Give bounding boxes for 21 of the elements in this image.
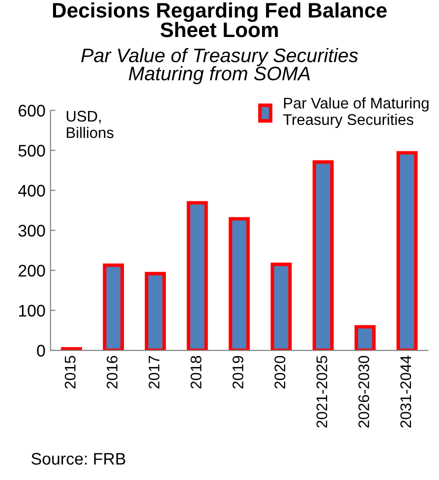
x-tick-label: 2015 [64,356,76,388]
x-tick-label: 2026-2030 [358,356,370,428]
x-tick-label: 2017 [148,356,160,388]
x-tick-label: 2020 [274,356,286,388]
x-tick-label: 2016 [106,356,118,388]
x-tick-label: 2031-2044 [400,356,412,428]
x-tick-label: 2021-2025 [316,356,328,428]
y-tick-label: 300 [18,224,45,237]
y-tick-label: 0 [37,344,45,357]
chart-title: Decisions Regarding Fed Balance Sheet Loom [53,2,387,38]
legend-label: Par Value of Maturing Treasury Securities [283,97,428,128]
y-tick-label: 600 [18,104,45,117]
y-tick-label: 500 [18,144,45,157]
chart-subtitle: Par Value of Treasury Securities Maturing from SOMA [81,48,358,84]
x-tick-label: 2019 [232,356,244,388]
y-tick-label: 200 [18,264,45,277]
source-note: Source: FRB [31,452,126,465]
annotation: USD, Billions [66,110,114,138]
x-tick-label: 2018 [190,356,202,388]
y-tick-label: 400 [18,184,45,197]
y-tick-label: 100 [19,304,45,317]
